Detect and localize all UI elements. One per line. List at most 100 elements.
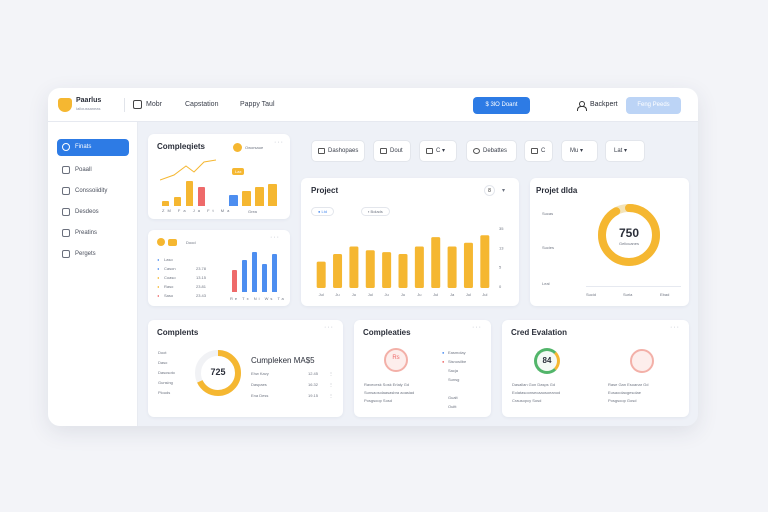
mini-bar <box>272 254 277 292</box>
filter-lat[interactable]: Lat ▾ <box>605 140 645 162</box>
project-bar <box>414 246 424 288</box>
count-badge[interactable]: 8 <box>484 185 495 196</box>
secondary-action-button[interactable]: Feng Peeds <box>626 97 681 114</box>
status-dot-icon <box>157 238 165 246</box>
nav-item-pappy[interactable]: Pappy Taul <box>240 101 275 108</box>
completion-ring-fill <box>195 350 241 396</box>
card-title: Compleqiets <box>157 142 206 151</box>
card-title: Cred Evalation <box>511 328 568 337</box>
ring-subtitle: Gelicuanes <box>618 241 639 246</box>
score-ring <box>534 348 560 374</box>
description-line: Sunsaosolaasasbra aoasiad <box>364 390 415 395</box>
project-bar <box>316 261 326 288</box>
sidebar-item-poaall[interactable]: Poaall <box>57 162 129 179</box>
project-bar <box>447 246 457 288</box>
sidebar-item-label: Pergets <box>75 251 96 257</box>
completions-mini-card: Compleqiets Oworsaue ··· ZM Fa Ja Ft Ma … <box>148 134 290 219</box>
toggle-label[interactable]: Oworsaue <box>245 145 264 150</box>
mini-bar <box>229 195 238 206</box>
filter-dout[interactable]: Dout <box>373 140 411 162</box>
progress-ring-fill <box>598 204 660 266</box>
more-icon[interactable]: ··· <box>274 139 284 146</box>
sidebar-item-finats[interactable]: Finats <box>57 139 129 156</box>
y-tick-label: 5 <box>499 265 502 270</box>
sidebar-item-conssoiidity[interactable]: Conssoiidity <box>57 183 129 200</box>
sidebar-item-preatins[interactable]: Preatins <box>57 225 129 242</box>
progress-ring <box>598 204 660 266</box>
description-line: Ravecesk Sosk Erlaly Gd <box>364 382 410 387</box>
toggle-dot-icon[interactable] <box>233 143 242 152</box>
x-tick-label: Jul <box>466 292 471 297</box>
user-label[interactable]: Backpert <box>590 101 618 108</box>
filter-c1[interactable]: C ▾ <box>419 140 457 162</box>
legend-item: Easmolay <box>448 350 466 355</box>
x-tick-label: Ju <box>352 292 356 297</box>
completions-card: Complents ··· Doot Daso Dasosoto Gunsing… <box>148 320 343 417</box>
card-label: Dood <box>186 240 196 245</box>
description-line: Posgsoop Sosd <box>364 398 393 403</box>
project-bar <box>463 242 473 288</box>
target-icon <box>62 250 70 258</box>
primary-action-button[interactable]: $ 3lO Doant <box>473 97 530 114</box>
mini-bar <box>252 252 257 292</box>
mini-bar <box>186 181 193 206</box>
sidebar-item-label: Desdeos <box>75 209 99 215</box>
sidebar-item-pergets[interactable]: Pergets <box>57 246 129 263</box>
sidebar-item-desdeos[interactable]: Desdeos <box>57 204 129 221</box>
book-icon <box>62 208 70 216</box>
box-icon <box>426 148 433 154</box>
description-line: Crausopcy Sosd <box>512 398 542 403</box>
description-line: Eolatasoonsecaaosoeanod <box>512 390 561 395</box>
nav-item-capstation[interactable]: Capstation <box>185 101 219 108</box>
x-tick-label: Ja <box>450 292 455 297</box>
credit-evaluation-card: Cred Evalation ··· 84 Dasallan Gon Dasps… <box>502 320 689 417</box>
tab-bolads[interactable]: ▪ Bolads <box>361 207 390 216</box>
filter-debattes[interactable]: Debattes <box>466 140 517 162</box>
filter-c2[interactable]: C <box>524 140 553 162</box>
x-tick-label: Jul <box>482 292 487 297</box>
more-icon[interactable]: ··· <box>270 234 280 241</box>
compleaties-card: Compleaties ··· Rs ● Easmolay ● Sisnosil… <box>354 320 491 417</box>
more-icon[interactable]: ··· <box>324 324 334 331</box>
row-value: 12.45 <box>308 371 319 376</box>
x-tick-label: Ju <box>385 292 389 297</box>
divider <box>586 286 681 287</box>
description-line: Rase Gan Esoanar Gd <box>608 382 649 387</box>
list-value: 23.43 <box>196 293 207 298</box>
row-value: 19.15 <box>308 393 319 398</box>
list-item: Cason <box>164 266 176 271</box>
ring-label: Sucies <box>542 245 555 250</box>
filter-mu[interactable]: Mu ▾ <box>561 140 598 162</box>
card-footer: Grea <box>248 209 257 214</box>
legend-item: Sunsg <box>448 377 460 382</box>
footer-label: Ebad <box>660 292 670 297</box>
mini-bar <box>262 264 267 292</box>
tab-ltd[interactable]: ● Ltd <box>311 207 335 216</box>
project-bar <box>480 235 490 288</box>
mini-bar <box>242 260 247 292</box>
document-icon <box>62 229 70 237</box>
filter-dashboards[interactable]: Dashopaes <box>311 140 365 162</box>
chevron-down-icon[interactable]: ▾ <box>502 188 506 194</box>
list-value: 23.81 <box>196 284 207 289</box>
trend-line-chart <box>160 159 217 181</box>
nav-item-mobr[interactable]: Mobr <box>146 101 162 108</box>
more-icon[interactable]: ··· <box>670 324 680 331</box>
mini-bar <box>232 270 237 292</box>
card-title: Project <box>311 186 339 195</box>
sidebar: Finats Poaall Conssoiidity Desdeos Preat… <box>48 122 138 426</box>
project-chart-card: Project 8 ▾ ● Ltd ▪ Bolads Jul Ju Ju Jul Ju J… <box>301 178 519 306</box>
status-icon-text: Rs <box>392 355 400 361</box>
legend-item: Sacja <box>448 368 459 373</box>
completion-ring <box>195 350 241 396</box>
axis-labels: Re Tx Ni Ws Ta <box>230 296 286 301</box>
grid-icon[interactable] <box>133 100 142 109</box>
footer-label: Sucid <box>586 292 597 297</box>
description-line: Dasallan Gon Dasps Gd <box>512 382 556 387</box>
score-value: 84 <box>542 356 552 365</box>
list-item: Plouds <box>158 390 171 395</box>
more-icon[interactable]: ··· <box>472 324 482 331</box>
sidebar-item-label: Conssoiidity <box>75 188 108 194</box>
footer-label: Suria <box>623 292 633 297</box>
user-icon[interactable] <box>577 101 587 111</box>
